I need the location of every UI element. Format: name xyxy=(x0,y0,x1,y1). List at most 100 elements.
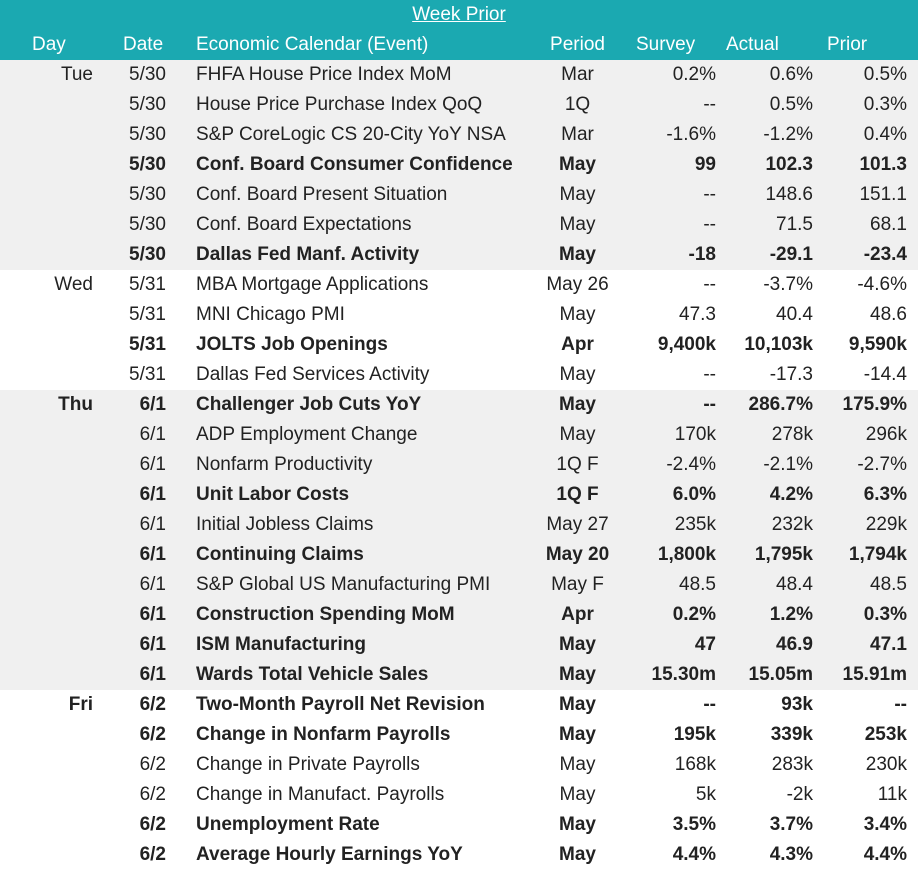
cell-period: May xyxy=(559,154,596,175)
cell-prior: -23.4 xyxy=(863,244,907,265)
header-event: Economic Calendar (Event) xyxy=(196,34,429,55)
table-row: 5/30 Conf. Board Present Situation May -- 14… xyxy=(0,180,918,210)
table-row: 6/1 ISM Manufacturing May 47 46.9 47.1 xyxy=(0,630,918,660)
table-row: 6/2 Change in Private Payrolls May 168k 283k… xyxy=(0,750,918,780)
cell-event: Nonfarm Productivity xyxy=(196,454,373,475)
cell-survey: 99 xyxy=(694,154,716,175)
cell-date: 6/1 xyxy=(139,604,166,625)
cell-day: Tue xyxy=(60,64,93,85)
cell-event: Unit Labor Costs xyxy=(196,484,350,505)
cell-date: 6/2 xyxy=(139,814,166,835)
header-survey: Survey xyxy=(636,34,696,55)
table-row: 5/30 House Price Purchase Index QoQ 1Q -- 0.… xyxy=(0,90,918,120)
table-title: Week Prior xyxy=(412,4,506,25)
cell-date: 6/1 xyxy=(139,514,166,535)
cell-period: May xyxy=(559,244,596,265)
cell-prior: 0.3% xyxy=(863,94,907,115)
cell-event: Average Hourly Earnings YoY xyxy=(196,844,463,865)
header-period: Period xyxy=(550,34,605,55)
cell-period: May 27 xyxy=(546,514,609,535)
cell-event: Two-Month Payroll Net Revision xyxy=(196,694,485,715)
cell-date: 6/1 xyxy=(139,544,166,565)
cell-event: Continuing Claims xyxy=(196,544,364,565)
cell-survey: 6.0% xyxy=(672,484,716,505)
cell-period: May 20 xyxy=(545,544,610,565)
table-row: Thu 6/1 Challenger Job Cuts YoY May -- 286.7%… xyxy=(0,390,918,420)
cell-event: MNI Chicago PMI xyxy=(196,304,345,325)
table-row: 5/31 JOLTS Job Openings Apr 9,400k 10,103k 9,… xyxy=(0,330,918,360)
cell-survey: 170k xyxy=(674,424,716,445)
cell-event: Conf. Board Present Situation xyxy=(196,184,448,205)
cell-period: 1Q xyxy=(564,94,591,115)
cell-prior: 230k xyxy=(865,754,907,775)
cell-prior: -14.4 xyxy=(863,364,907,385)
cell-event: MBA Mortgage Applications xyxy=(196,274,429,295)
header-prior: Prior xyxy=(827,34,868,55)
cell-prior: 47.1 xyxy=(870,634,907,655)
cell-actual: 0.6% xyxy=(769,64,813,85)
cell-survey: 5k xyxy=(695,784,716,805)
cell-actual: 48.4 xyxy=(776,574,813,595)
table-row: Tue 5/30 FHFA House Price Index MoM Mar 0.2%… xyxy=(0,60,918,90)
cell-prior: 4.4% xyxy=(863,844,907,865)
cell-date: 6/1 xyxy=(139,424,166,445)
cell-survey: -2.4% xyxy=(666,454,716,475)
cell-actual: 46.9 xyxy=(776,634,813,655)
cell-survey: -- xyxy=(703,184,716,205)
cell-event: Change in Nonfarm Payrolls xyxy=(196,724,451,745)
cell-period: May xyxy=(559,304,596,325)
cell-event: Construction Spending MoM xyxy=(196,604,455,625)
table-row: 6/2 Change in Manufact. Payrolls May 5k -2k 1… xyxy=(0,780,918,810)
cell-period: May xyxy=(559,214,596,235)
table-row: 5/30 Conf. Board Expectations May -- 71.5 68.… xyxy=(0,210,918,240)
cell-actual: 1,795k xyxy=(754,544,813,565)
cell-survey: 195k xyxy=(673,724,716,745)
cell-survey: 168k xyxy=(674,754,716,775)
cell-event: Change in Manufact. Payrolls xyxy=(196,784,445,805)
cell-prior: 0.3% xyxy=(863,604,907,625)
table-row: 6/2 Average Hourly Earnings YoY May 4.4% 4.3… xyxy=(0,840,918,870)
cell-day: Thu xyxy=(58,394,93,415)
cell-actual: 40.4 xyxy=(776,304,813,325)
cell-event: Wards Total Vehicle Sales xyxy=(196,664,429,685)
table-row: 6/1 Wards Total Vehicle Sales May 15.30m 15.… xyxy=(0,660,918,690)
cell-period: Apr xyxy=(561,604,594,625)
cell-survey: 9,400k xyxy=(657,334,716,355)
cell-actual: -29.1 xyxy=(769,244,813,265)
cell-prior: 3.4% xyxy=(863,814,907,835)
cell-actual: 148.6 xyxy=(765,184,813,205)
title-bar: Week Prior xyxy=(0,0,918,30)
table-row: 5/31 Dallas Fed Services Activity May -- -17… xyxy=(0,360,918,390)
cell-period: Apr xyxy=(561,334,594,355)
cell-date: 5/30 xyxy=(129,124,166,145)
cell-date: 6/2 xyxy=(139,754,166,775)
cell-date: 6/1 xyxy=(139,664,166,685)
cell-date: 6/1 xyxy=(139,484,166,505)
cell-period: May 26 xyxy=(546,274,609,295)
cell-date: 5/30 xyxy=(129,64,166,85)
cell-survey: -- xyxy=(703,694,716,715)
table-row: 6/1 Nonfarm Productivity 1Q F -2.4% -2.1% -2.… xyxy=(0,450,918,480)
cell-date: 5/31 xyxy=(129,274,166,295)
table-row: 6/2 Change in Nonfarm Payrolls May 195k 339k… xyxy=(0,720,918,750)
cell-period: May xyxy=(559,784,596,805)
table-row: 6/1 S&P Global US Manufacturing PMI May F 4… xyxy=(0,570,918,600)
table-row: 5/30 S&P CoreLogic CS 20-City YoY NSA Mar -… xyxy=(0,120,918,150)
cell-prior: 48.6 xyxy=(870,304,907,325)
cell-date: 5/30 xyxy=(129,214,166,235)
cell-date: 5/30 xyxy=(129,184,166,205)
cell-prior: 6.3% xyxy=(863,484,907,505)
cell-event: Unemployment Rate xyxy=(196,814,380,835)
cell-date: 6/2 xyxy=(139,724,166,745)
cell-survey: 0.2% xyxy=(672,64,716,85)
cell-actual: 232k xyxy=(771,514,813,535)
cell-period: May xyxy=(559,694,596,715)
cell-actual: 4.2% xyxy=(769,484,813,505)
cell-actual: -2k xyxy=(786,784,813,805)
cell-prior: 253k xyxy=(864,724,907,745)
cell-prior: 68.1 xyxy=(870,214,907,235)
cell-date: 5/31 xyxy=(129,334,166,355)
cell-prior: -4.6% xyxy=(857,274,907,295)
cell-date: 6/1 xyxy=(139,454,166,475)
cell-event: Challenger Job Cuts YoY xyxy=(196,394,422,415)
